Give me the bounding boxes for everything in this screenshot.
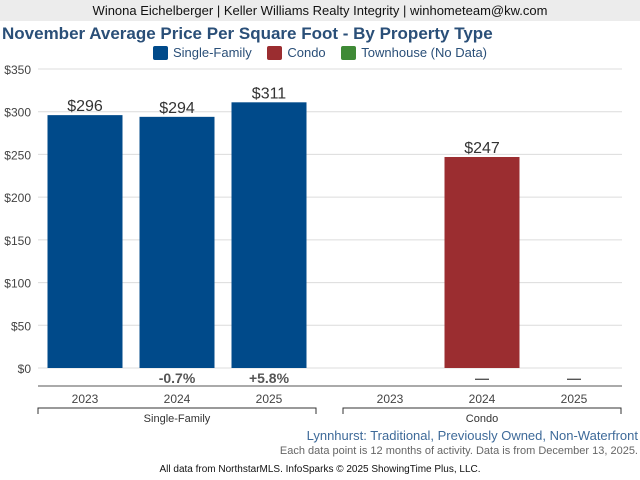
legend-swatch: [152, 45, 168, 60]
y-tick-label: $150: [4, 234, 31, 248]
y-tick-label: $350: [4, 63, 31, 77]
legend-swatch: [341, 45, 357, 60]
chart-subtitle: Lynnhurst: Traditional, Previously Owned…: [306, 428, 638, 443]
footer: All data from NorthstarMLS. InfoSparks ©…: [159, 464, 481, 475]
legend-condo[interactable]: Condo: [267, 45, 326, 60]
legend: Single-Family Condo Townhouse (No Data): [0, 45, 640, 63]
x-tick-label: 2024: [164, 392, 191, 406]
legend-label: Condo: [287, 45, 326, 60]
data-label: $247: [464, 140, 500, 157]
bar: [231, 102, 307, 369]
x-tick-label: 2023: [377, 392, 404, 406]
legend-single-family[interactable]: Single-Family: [152, 45, 252, 60]
x-tick-label: 2025: [561, 392, 588, 406]
data-label: $296: [67, 98, 103, 115]
y-tick-label: $0: [18, 362, 32, 376]
data-note: Each data point is 12 months of activity…: [279, 445, 638, 457]
legend-label: Single-Family: [172, 45, 252, 60]
agent-header: Winona Eichelberger | Keller Williams Re…: [0, 0, 640, 21]
change-label: +5.8%: [249, 370, 290, 386]
change-label: -0.7%: [159, 370, 196, 386]
chart-title: November Average Price Per Square Foot -…: [2, 24, 493, 43]
y-tick-label: $300: [4, 106, 31, 120]
data-label: $294: [159, 100, 195, 117]
legend-label: Townhouse (No Data): [361, 45, 488, 60]
legend-swatch: [267, 45, 283, 60]
bar: [139, 116, 215, 368]
bar: [47, 115, 123, 368]
change-label: —: [475, 370, 489, 386]
legend-townhouse[interactable]: Townhouse (No Data): [341, 45, 487, 60]
x-tick-label: 2025: [256, 392, 283, 406]
group-bracket: [342, 407, 622, 414]
x-tick-label: 2023: [72, 392, 99, 406]
y-tick-label: $50: [11, 319, 31, 333]
change-label: —: [567, 370, 581, 386]
data-label: $311: [252, 85, 287, 102]
group-label: Condo: [466, 413, 498, 425]
y-tick-label: $250: [4, 148, 31, 162]
bar: [444, 156, 520, 368]
group-bracket: [37, 407, 317, 414]
y-tick-label: $100: [4, 277, 31, 291]
x-tick-label: 2024: [469, 392, 496, 406]
y-tick-label: $200: [4, 191, 31, 205]
group-label: Single-Family: [144, 413, 211, 425]
